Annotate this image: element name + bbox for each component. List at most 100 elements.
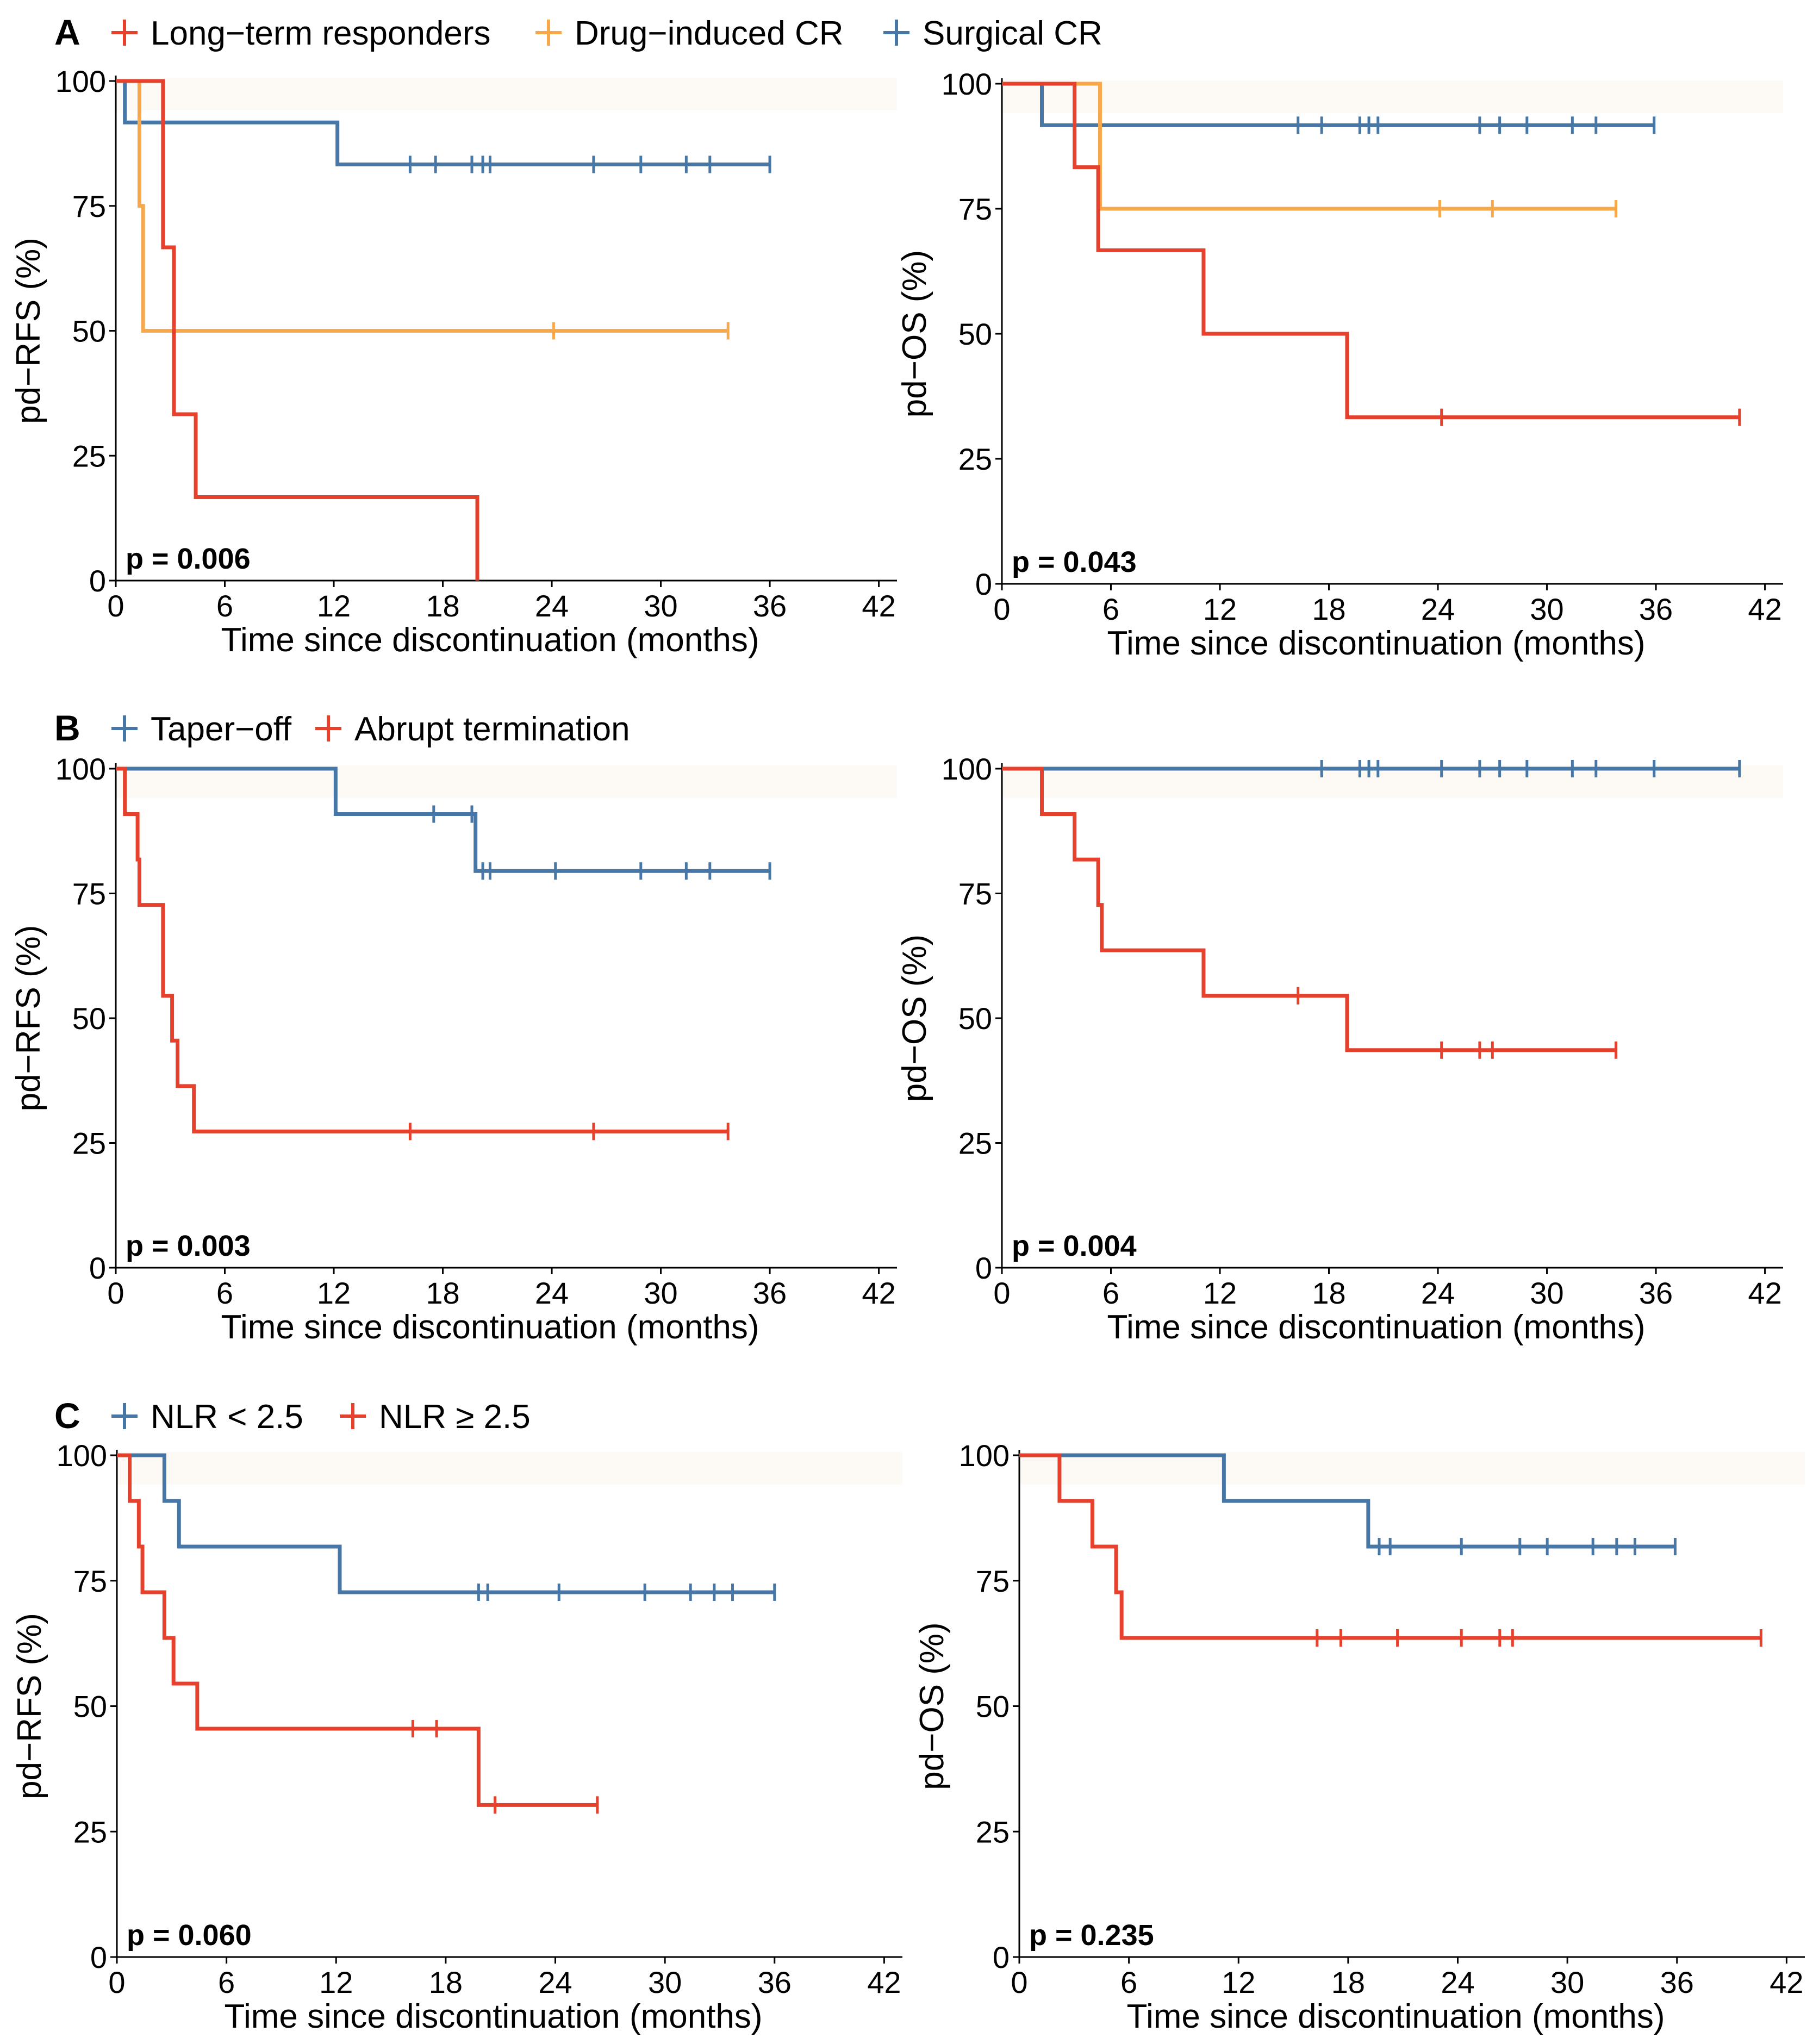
y-tick-label: 50: [958, 317, 992, 351]
x-tick-label: 12: [1222, 1965, 1255, 1999]
x-tick-label: 6: [1102, 592, 1119, 626]
plot-band: [117, 1452, 902, 1485]
chart-b-left: 0 25 50 75 100 0 6 12 18 24 30 36 42 Time since disco…: [10, 752, 897, 1346]
x-tick-label: 30: [1530, 592, 1563, 626]
y-tick-label: 25: [976, 1815, 1010, 1849]
legend-label: NLR ≥ 2.5: [379, 1398, 531, 1436]
x-tick-label: 36: [1660, 1965, 1694, 1999]
x-tick-label: 18: [1312, 1276, 1345, 1310]
x-tick-label: 42: [1748, 1276, 1781, 1310]
x-tick-label: 30: [1530, 1276, 1563, 1310]
legend-key: [315, 715, 341, 741]
y-tick-label: 75: [958, 877, 992, 911]
legend-label: Taper−off: [151, 711, 292, 748]
x-tick-label: 30: [1550, 1965, 1584, 1999]
x-tick-label: 24: [1441, 1965, 1474, 1999]
y-tick-label: 50: [73, 1690, 107, 1724]
legend-key: [111, 715, 138, 741]
x-tick-label: 0: [107, 1276, 124, 1310]
y-tick-label: 25: [72, 439, 106, 473]
x-tick-label: 24: [535, 589, 569, 623]
x-tick-label: 0: [107, 589, 124, 623]
y-axis-title: pd−RFS (%): [11, 1613, 48, 1799]
y-tick-label: 25: [72, 1126, 106, 1161]
legend-key: [111, 1403, 138, 1429]
x-tick-label: 18: [1331, 1965, 1365, 1999]
y-tick-label: 0: [89, 564, 106, 598]
y-tick-label: 75: [73, 1564, 107, 1598]
y-tick-label: 50: [72, 1001, 106, 1036]
x-tick-label: 18: [426, 589, 459, 623]
x-tick-label: 6: [216, 1276, 233, 1310]
legend-key: [883, 20, 909, 46]
x-tick-label: 18: [1312, 592, 1345, 626]
km-series-line: [116, 766, 728, 1133]
legend-key: [340, 1403, 366, 1429]
y-tick-label: 0: [975, 567, 992, 601]
legend-label: Drug−induced CR: [575, 15, 844, 52]
x-tick-label: 24: [538, 1965, 572, 1999]
x-tick-label: 36: [753, 589, 787, 623]
chart-a-left: 0 25 50 75 100 0 6 12 18 24 30 36 42 Time since disco…: [10, 64, 897, 659]
y-tick-label: 100: [55, 752, 106, 786]
x-tick-label: 18: [429, 1965, 463, 1999]
x-tick-label: 12: [317, 1276, 351, 1310]
x-tick-label: 0: [108, 1965, 125, 1999]
km-series-line: [1019, 1453, 1675, 1549]
legend-key: [111, 20, 138, 46]
y-tick-label: 75: [72, 877, 106, 911]
y-tick-label: 25: [958, 1126, 992, 1161]
km-series-line: [117, 1453, 775, 1594]
x-tick-label: 6: [1102, 1276, 1119, 1310]
plot-band: [116, 78, 897, 110]
x-axis-title: Time since discontinuation (months): [1107, 1308, 1645, 1346]
x-tick-label: 30: [644, 1276, 677, 1310]
x-tick-label: 24: [1421, 592, 1455, 626]
p-value: p = 0.004: [1012, 1230, 1137, 1262]
chart-b-right: 0 25 50 75 100 0 6 12 18 24 30 36 42 Time since disco…: [896, 752, 1783, 1346]
x-tick-label: 0: [993, 592, 1010, 626]
km-series-line: [116, 79, 479, 581]
chart-c-right: 0 25 50 75 100 0 6 12 18 24 30 36 42 Time since disco…: [913, 1438, 1805, 2035]
y-axis-title: pd−RFS (%): [10, 925, 47, 1112]
km-series-line: [1019, 1453, 1761, 1640]
x-tick-label: 30: [644, 589, 677, 623]
x-tick-label: 12: [317, 589, 351, 623]
x-tick-label: 36: [758, 1965, 792, 1999]
x-tick-label: 0: [993, 1276, 1010, 1310]
panel-label-a: A: [54, 12, 80, 52]
x-tick-label: 42: [867, 1965, 901, 1999]
legend-label: Long−term responders: [151, 15, 491, 52]
x-tick-label: 12: [1203, 1276, 1237, 1310]
y-tick-label: 50: [72, 314, 106, 348]
x-tick-label: 6: [218, 1965, 235, 1999]
legend-key: [535, 20, 562, 46]
x-tick-label: 36: [1639, 592, 1673, 626]
y-tick-label: 0: [89, 1251, 106, 1285]
plot-band: [1002, 80, 1783, 113]
y-tick-label: 100: [57, 1438, 107, 1473]
p-value: p = 0.003: [126, 1230, 251, 1262]
chart-c-left: 0 25 50 75 100 0 6 12 18 24 30 36 42 Time since disco…: [11, 1438, 902, 2035]
x-tick-label: 24: [1421, 1276, 1455, 1310]
y-tick-label: 75: [958, 192, 992, 226]
p-value: p = 0.006: [126, 543, 251, 575]
x-tick-label: 42: [862, 1276, 895, 1310]
y-tick-label: 0: [993, 1940, 1010, 1974]
p-value: p = 0.235: [1029, 1919, 1154, 1952]
plot-band: [1019, 1452, 1805, 1485]
y-tick-label: 100: [942, 67, 992, 101]
legend-c: C NLR < 2.5 NLR ≥ 2.5: [54, 1395, 531, 1436]
y-tick-label: 50: [958, 1001, 992, 1036]
legend-label: Surgical CR: [923, 15, 1102, 52]
panel-label-b: B: [54, 708, 80, 748]
plot-band: [116, 765, 897, 798]
legend-b: B Taper−off Abrupt termination: [54, 708, 630, 748]
y-tick-label: 25: [73, 1815, 107, 1849]
panel-label-c: C: [54, 1395, 80, 1436]
x-tick-label: 0: [1011, 1965, 1027, 1999]
x-tick-label: 6: [1120, 1965, 1137, 1999]
x-tick-label: 6: [216, 589, 233, 623]
y-tick-label: 0: [975, 1251, 992, 1285]
